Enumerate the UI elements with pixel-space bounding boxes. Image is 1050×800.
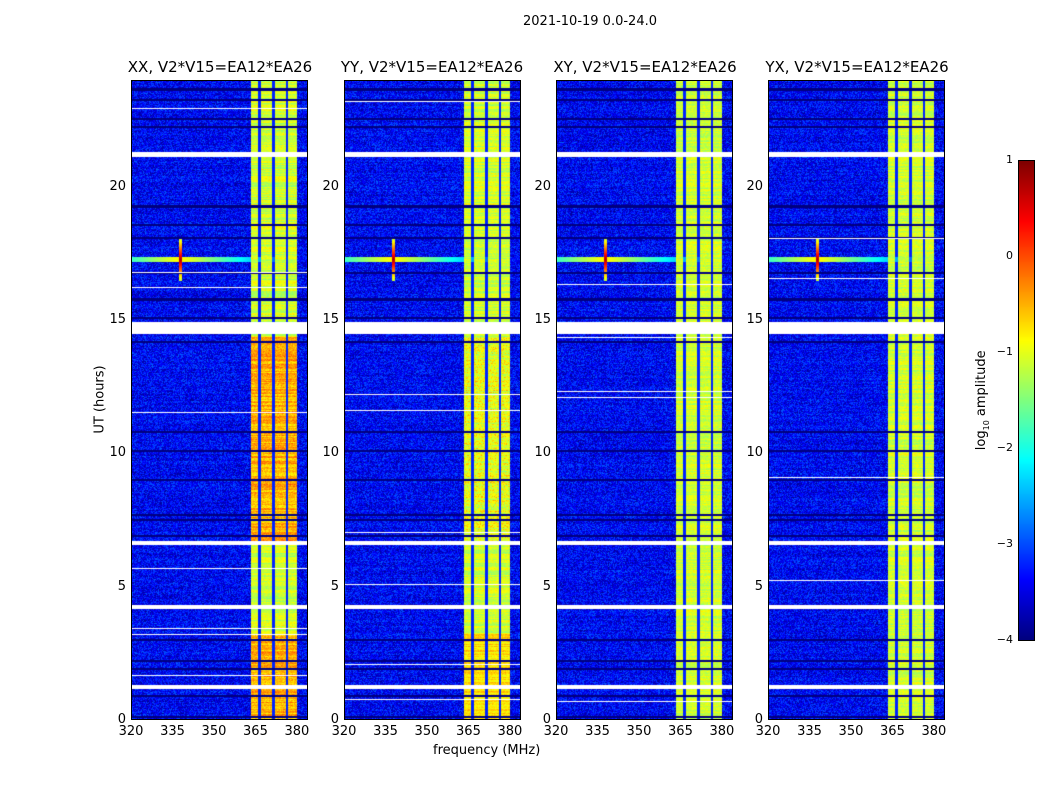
heatmap-yy: [345, 81, 520, 719]
y-tick-label: 10: [109, 445, 126, 461]
heatmap-xx: [132, 81, 307, 719]
colorbar-tick-label: −4: [996, 633, 1013, 646]
colorbar-tick-label: −1: [996, 345, 1013, 358]
colorbar-tick-label: 0: [1006, 249, 1013, 262]
y-tick-label: 10: [746, 445, 763, 461]
y-tick-label: 10: [322, 445, 339, 461]
x-tick-label: 350: [838, 724, 864, 739]
heatmap-panel-yx: [768, 80, 945, 720]
x-tick-label: 320: [755, 724, 781, 739]
x-tick-label: 335: [373, 724, 398, 739]
heatmap-panel-xx: [131, 80, 308, 720]
x-tick-label: 335: [160, 724, 185, 739]
x-tick-label: 365: [243, 724, 268, 739]
heatmap-xy: [557, 81, 732, 719]
colorbar-label-log: log: [974, 430, 990, 451]
colorbar-label-text: amplitude: [974, 350, 990, 421]
x-tick-label: 380: [284, 724, 310, 739]
x-tick-label: 350: [626, 724, 652, 739]
x-tick-label: 320: [118, 724, 144, 739]
heatmap-panel-yy: [344, 80, 521, 720]
x-tick-label: 350: [201, 724, 227, 739]
colorbar-gradient: [1019, 161, 1034, 640]
x-tick-label: 335: [797, 724, 822, 739]
y-tick-label: 15: [534, 312, 551, 327]
y-tick-label: 20: [109, 178, 126, 194]
y-tick-label: 0: [542, 712, 551, 727]
x-tick-label: 380: [921, 724, 947, 739]
x-tick-label: 380: [709, 724, 735, 739]
panel-title-xy: XY, V2*V15=EA12*EA26: [553, 58, 737, 76]
y-tick-label: 15: [109, 312, 126, 327]
x-tick-label: 380: [497, 724, 523, 739]
figure-title: 2021-10-19 0.0-24.0: [523, 14, 657, 29]
y-tick-label: 5: [330, 578, 339, 594]
y-tick-label: 0: [117, 712, 126, 727]
panel-title-xx: XX, V2*V15=EA12*EA26: [127, 58, 313, 76]
y-tick-label: 0: [754, 712, 763, 727]
y-tick-label: 15: [322, 312, 339, 327]
panel-title-yy: YY, V2*V15=EA12*EA26: [340, 58, 524, 76]
x-tick-label: 365: [880, 724, 905, 739]
y-tick-label: 15: [746, 312, 763, 327]
colorbar-tick-label: 1: [1006, 153, 1013, 166]
x-tick-label: 320: [331, 724, 357, 739]
y-tick-label: 20: [746, 178, 763, 194]
x-tick-label: 335: [585, 724, 610, 739]
y-tick-label: 5: [542, 578, 551, 594]
x-axis-label: frequency (MHz): [433, 743, 541, 758]
x-tick-label: 350: [414, 724, 440, 739]
colorbar-label-base: 10: [981, 420, 991, 431]
y-tick-label: 5: [117, 578, 126, 594]
colorbar: [1018, 160, 1035, 641]
y-tick-label: 0: [330, 712, 339, 727]
x-tick-label: 365: [668, 724, 693, 739]
y-tick-label: 20: [322, 178, 339, 194]
y-tick-label: 20: [534, 178, 551, 194]
heatmap-panel-xy: [556, 80, 733, 720]
y-axis-label: UT (hours): [92, 365, 108, 434]
x-tick-label: 320: [543, 724, 569, 739]
heatmap-yx: [769, 81, 944, 719]
colorbar-label: log10 amplitude: [974, 338, 991, 463]
x-tick-label: 365: [456, 724, 481, 739]
colorbar-tick-label: −3: [996, 537, 1013, 550]
colorbar-tick-label: −2: [996, 441, 1013, 454]
y-tick-label: 10: [534, 445, 551, 461]
y-tick-label: 5: [754, 578, 763, 594]
panel-title-yx: YX, V2*V15=EA12*EA26: [765, 58, 949, 76]
